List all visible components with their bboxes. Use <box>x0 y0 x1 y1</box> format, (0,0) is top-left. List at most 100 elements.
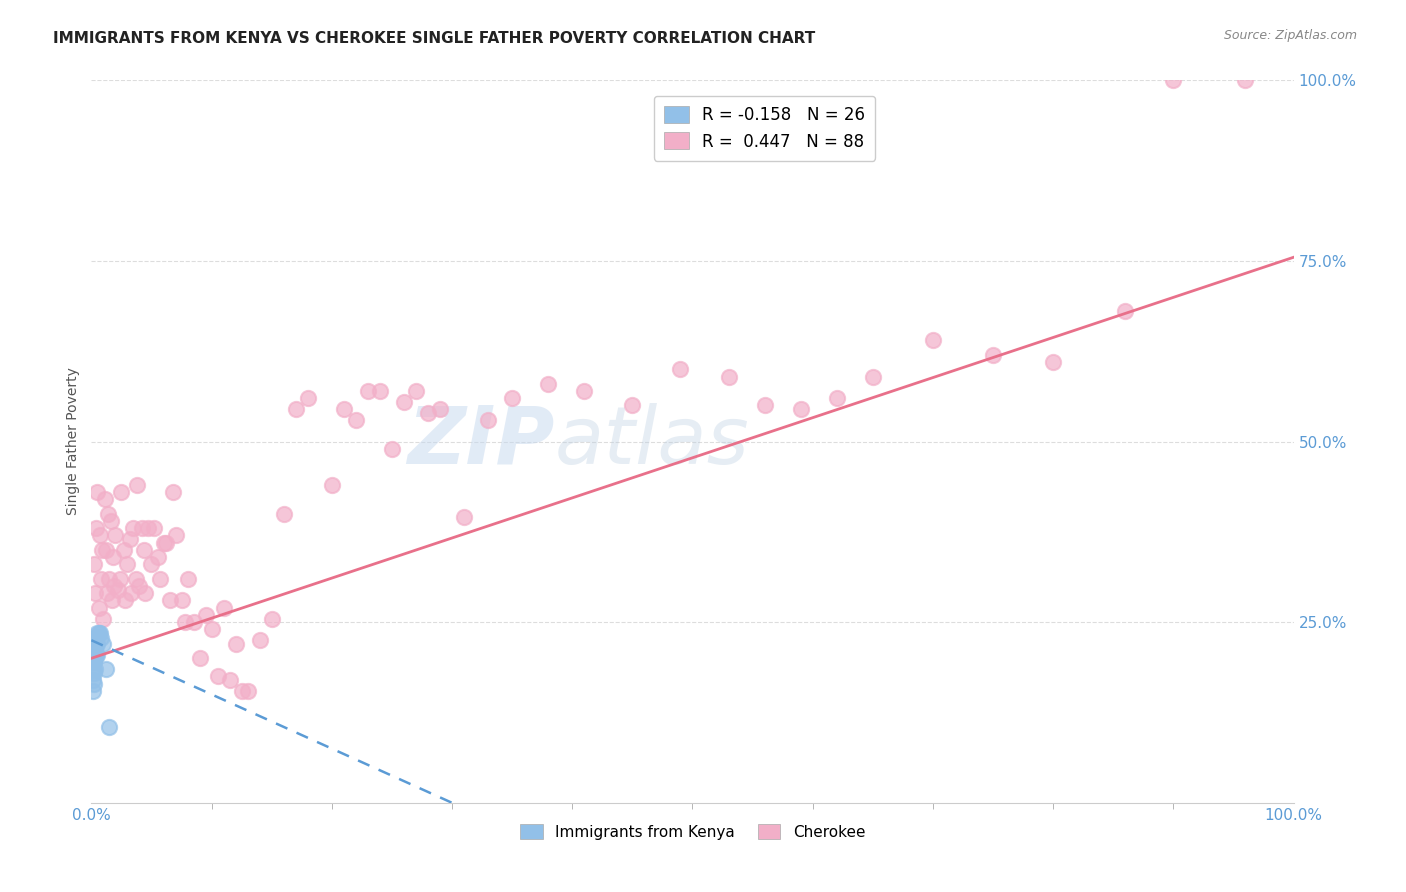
Point <box>83 644 105 658</box>
Point <box>103 579 125 593</box>
Point <box>117 558 139 572</box>
Point <box>146 550 169 565</box>
Point <box>333 402 356 417</box>
Point <box>87 600 110 615</box>
Point <box>94 662 117 676</box>
Point <box>405 384 427 398</box>
Point <box>218 673 240 687</box>
Point <box>84 648 107 662</box>
Point <box>1161 73 1184 87</box>
Point <box>149 572 172 586</box>
Point <box>114 593 136 607</box>
Point <box>453 510 475 524</box>
Point <box>93 611 115 625</box>
Point <box>125 478 148 492</box>
Point <box>89 528 111 542</box>
Point <box>84 521 107 535</box>
Point <box>98 572 121 586</box>
Point <box>231 683 253 698</box>
Point <box>155 535 177 549</box>
Point <box>260 611 283 625</box>
Point <box>91 542 114 557</box>
Point <box>83 558 105 572</box>
Point <box>134 542 156 557</box>
Point <box>477 413 499 427</box>
Legend: Immigrants from Kenya, Cherokee: Immigrants from Kenya, Cherokee <box>513 818 872 846</box>
Point <box>249 633 271 648</box>
Point <box>207 669 229 683</box>
Point <box>392 394 415 409</box>
Point <box>84 586 107 600</box>
Point <box>89 626 111 640</box>
Point <box>96 586 118 600</box>
Point <box>981 348 1004 362</box>
Point <box>225 637 247 651</box>
Point <box>84 640 107 655</box>
Y-axis label: Single Father Poverty: Single Father Poverty <box>66 368 80 516</box>
Point <box>194 607 217 622</box>
Point <box>84 662 107 676</box>
Text: ZIP: ZIP <box>406 402 554 481</box>
Point <box>174 615 197 630</box>
Point <box>273 507 295 521</box>
Point <box>141 558 163 572</box>
Point <box>93 637 115 651</box>
Point <box>82 662 104 676</box>
Point <box>84 630 107 644</box>
Point <box>165 528 187 542</box>
Point <box>82 673 104 687</box>
Point <box>110 485 132 500</box>
Point <box>82 640 104 655</box>
Point <box>83 665 105 680</box>
Point <box>201 623 224 637</box>
Point <box>142 521 165 535</box>
Point <box>110 572 132 586</box>
Point <box>176 572 198 586</box>
Point <box>86 485 108 500</box>
Point <box>922 334 945 348</box>
Point <box>86 648 108 662</box>
Point <box>84 637 107 651</box>
Point <box>429 402 451 417</box>
Point <box>284 402 307 417</box>
Point <box>90 572 112 586</box>
Point <box>170 593 193 607</box>
Point <box>112 542 135 557</box>
Point <box>83 655 105 669</box>
Point <box>98 720 121 734</box>
Point <box>84 651 107 665</box>
Point <box>87 626 110 640</box>
Point <box>537 376 560 391</box>
Point <box>236 683 259 698</box>
Point <box>83 637 105 651</box>
Point <box>789 402 811 417</box>
Point <box>125 572 148 586</box>
Point <box>344 413 367 427</box>
Text: atlas: atlas <box>554 402 749 481</box>
Point <box>416 406 439 420</box>
Point <box>183 615 205 630</box>
Point <box>82 651 104 665</box>
Point <box>1042 355 1064 369</box>
Point <box>86 626 108 640</box>
Point <box>136 521 159 535</box>
Point <box>501 391 523 405</box>
Point <box>159 593 181 607</box>
Point <box>754 398 776 412</box>
Point <box>1234 73 1257 87</box>
Point <box>93 492 115 507</box>
Text: IMMIGRANTS FROM KENYA VS CHEROKEE SINGLE FATHER POVERTY CORRELATION CHART: IMMIGRANTS FROM KENYA VS CHEROKEE SINGLE… <box>53 31 815 46</box>
Point <box>381 442 404 456</box>
Point <box>862 369 884 384</box>
Point <box>1114 304 1136 318</box>
Point <box>188 651 211 665</box>
Point <box>134 586 156 600</box>
Point <box>717 369 740 384</box>
Point <box>118 532 141 546</box>
Point <box>104 528 127 542</box>
Text: Source: ZipAtlas.com: Source: ZipAtlas.com <box>1223 29 1357 42</box>
Point <box>120 586 142 600</box>
Point <box>131 521 153 535</box>
Point <box>297 391 319 405</box>
Point <box>83 676 105 690</box>
